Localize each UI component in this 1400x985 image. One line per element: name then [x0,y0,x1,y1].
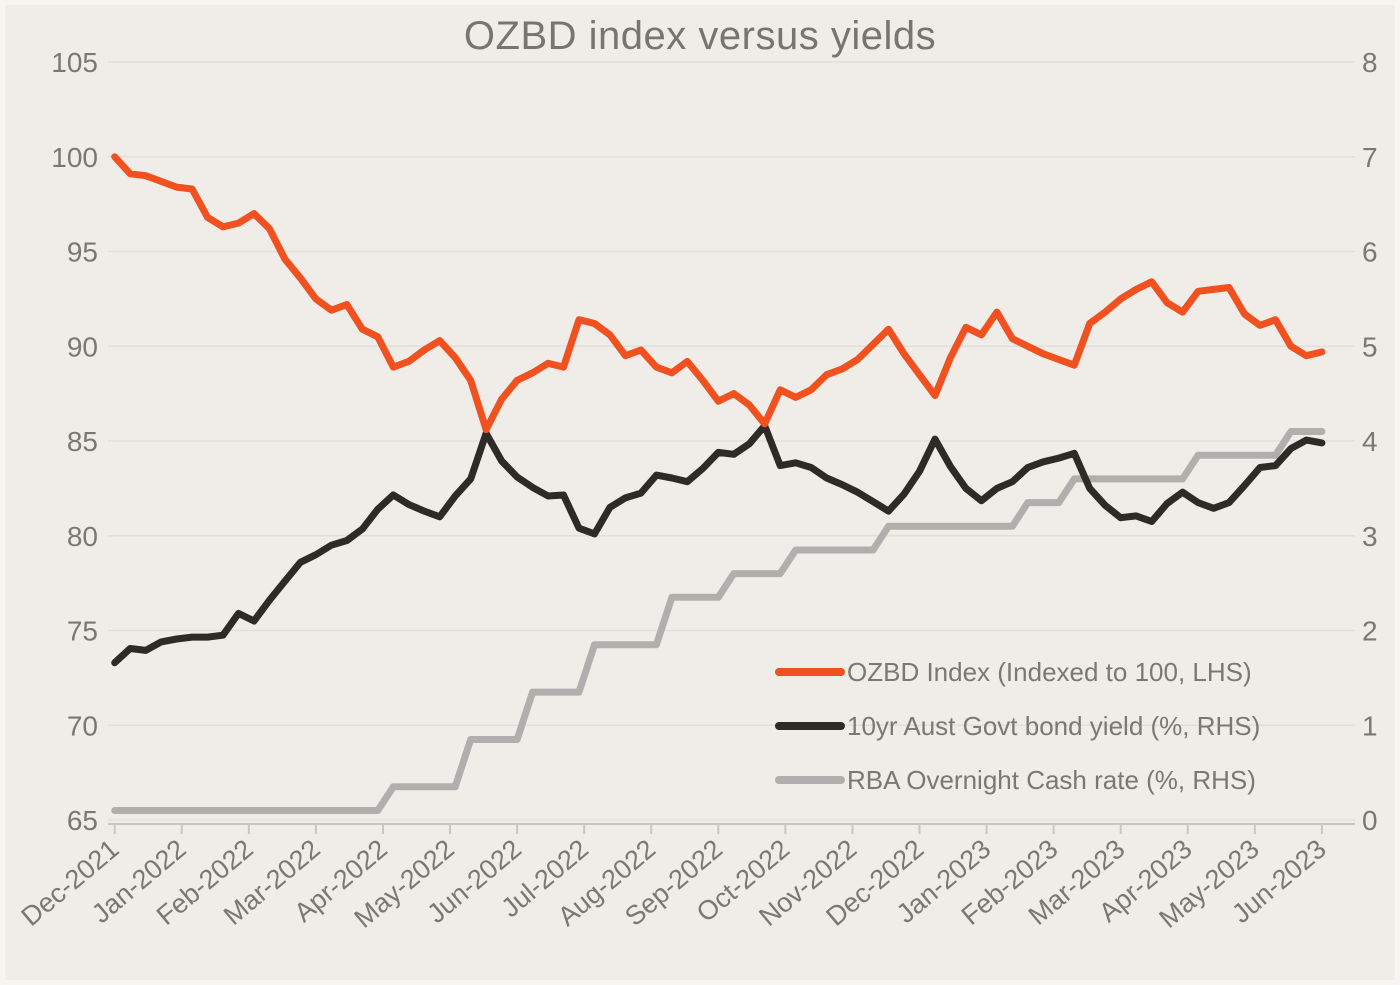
left-axis-tick-label: 80 [67,521,98,552]
right-axis-tick-label: 6 [1362,237,1378,268]
chart-title: OZBD index versus yields [463,14,937,58]
legend-item-ozbd-index: OZBD Index (Indexed to 100, LHS) [775,652,1260,692]
left-axis-tick-label: 95 [67,237,98,268]
left-axis-tick-label: 65 [67,805,98,836]
series-line-0 [111,153,1326,434]
left-axis-tick-label: 105 [51,47,98,78]
right-axis-tick-label: 2 [1362,616,1378,647]
legend-label-cash-rate: RBA Overnight Cash rate (%, RHS) [847,764,1256,795]
left-axis-tick-label: 75 [67,616,98,647]
left-axis-tick-label: 100 [51,142,98,173]
series-line-1 [111,422,1326,667]
left-axis-tick-label: 85 [67,426,98,457]
legend-item-cash-rate: RBA Overnight Cash rate (%, RHS) [775,760,1260,800]
cash-rate-line-swatch-icon [775,776,845,784]
right-axis-tick-label: 8 [1362,47,1378,78]
right-axis-tick-label: 0 [1362,805,1378,836]
right-axis-tick-label: 7 [1362,142,1378,173]
right-axis-tick-label: 5 [1362,331,1378,362]
legend-label-ozbd-index: OZBD Index (Indexed to 100, LHS) [847,656,1252,687]
right-axis-tick-label: 4 [1362,426,1378,457]
right-axis-tick-label: 3 [1362,521,1378,552]
left-axis-tick-label: 70 [67,710,98,741]
left-axis-tick-label: 90 [67,331,98,362]
ozbd-line-swatch-icon [775,668,845,676]
right-axis-tick-label: 1 [1362,710,1378,741]
bond-line-swatch-icon [775,722,845,730]
chart-legend: OZBD Index (Indexed to 100, LHS) 10yr Au… [775,652,1260,814]
legend-item-bond-yield: 10yr Aust Govt bond yield (%, RHS) [775,706,1260,746]
legend-label-bond-yield: 10yr Aust Govt bond yield (%, RHS) [847,710,1261,741]
series-line-2 [111,428,1326,814]
